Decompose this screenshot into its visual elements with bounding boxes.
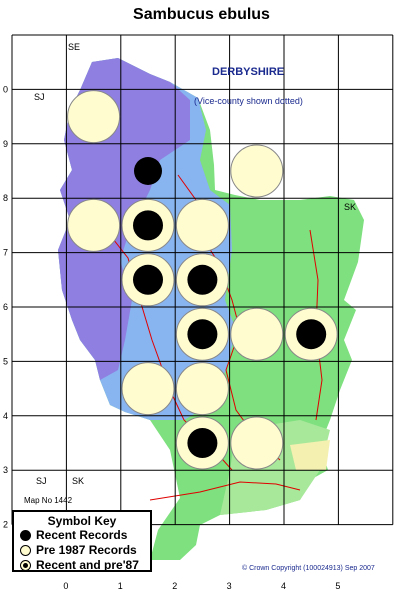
record-dot-pre1987 xyxy=(175,362,229,416)
x-tick-label: 1 xyxy=(118,581,123,591)
axis-labels: 0 1 2 3 4 5 0 9 8 7 6 5 4 3 2 xyxy=(3,84,340,591)
recent-dot xyxy=(133,264,163,295)
key-label-recent: Recent Records xyxy=(36,528,128,542)
grid-label-se: SE xyxy=(68,42,81,52)
key-row-both: Recent and pre'87 xyxy=(14,558,150,573)
recent-dot xyxy=(134,157,162,185)
key-label-both: Recent and pre'87 xyxy=(36,558,139,572)
y-tick-label: 9 xyxy=(3,139,8,149)
grid-label-sk-bottom: SK xyxy=(72,476,85,486)
county-name: DERBYSHIRE xyxy=(212,66,285,78)
record-dot-pre1987 xyxy=(230,144,284,198)
record-dot-pre1987 xyxy=(230,416,284,470)
y-tick-label: 4 xyxy=(3,411,8,421)
y-tick-label: 2 xyxy=(3,520,8,530)
map-title: Sambucus ebulus xyxy=(133,6,270,23)
record-dot-pre1987 xyxy=(67,198,121,252)
key-row-pre1987: Pre 1987 Records xyxy=(14,543,150,558)
x-tick-label: 4 xyxy=(281,581,286,591)
record-dot-both xyxy=(175,253,229,307)
record-dot-pre1987 xyxy=(175,198,229,252)
x-tick-label: 5 xyxy=(335,581,340,591)
pre1987-disc xyxy=(67,90,121,144)
pre1987-disc xyxy=(230,416,284,470)
pre1987-disc xyxy=(175,198,229,252)
y-tick-label: 3 xyxy=(3,465,8,475)
pre1987-dot-icon xyxy=(20,545,31,556)
record-dot-pre1987 xyxy=(67,90,121,144)
record-dot-recent xyxy=(134,157,162,185)
record-dot-pre1987 xyxy=(121,362,175,416)
county-note: (Vice-county shown dotted) xyxy=(194,96,303,106)
recent-dot xyxy=(187,264,218,295)
pre1987-disc xyxy=(230,307,284,361)
grid-label-sk-right: SK xyxy=(344,202,357,212)
record-dot-both xyxy=(175,307,229,361)
record-dot-both xyxy=(175,416,229,470)
symbol-key: Symbol Key Recent Records Pre 1987 Recor… xyxy=(12,510,152,572)
key-title: Symbol Key xyxy=(47,514,117,528)
grid-label-sj-top: SJ xyxy=(34,92,45,102)
record-dots xyxy=(67,90,338,470)
recent-dot xyxy=(296,319,327,350)
pre1987-disc xyxy=(121,362,175,416)
record-dot-pre1987 xyxy=(230,307,284,361)
x-tick-label: 2 xyxy=(172,581,177,591)
key-row-recent: Recent Records xyxy=(14,528,150,543)
key-label-pre1987: Pre 1987 Records xyxy=(36,543,137,557)
map-number: Map No 1442 xyxy=(24,496,73,505)
county-pale-patch xyxy=(290,440,330,470)
x-tick-label: 3 xyxy=(227,581,232,591)
record-dot-both xyxy=(121,253,175,307)
both-dot-icon xyxy=(20,560,31,571)
pre1987-disc xyxy=(230,144,284,198)
recent-dot-icon xyxy=(20,530,31,541)
recent-dot xyxy=(133,210,163,241)
y-tick-label: 8 xyxy=(3,193,8,203)
grid-label-sj-bottom: SJ xyxy=(36,476,47,486)
x-tick-label: 0 xyxy=(63,581,68,591)
pre1987-disc xyxy=(175,362,229,416)
record-dot-both xyxy=(284,307,338,361)
record-dot-both xyxy=(121,198,175,252)
y-tick-label: 0 xyxy=(3,84,8,94)
pre1987-disc xyxy=(67,198,121,252)
recent-dot xyxy=(187,428,218,458)
y-tick-label: 5 xyxy=(3,356,8,366)
y-tick-label: 6 xyxy=(3,302,8,312)
recent-dot xyxy=(187,319,218,350)
y-tick-label: 7 xyxy=(3,248,8,258)
copyright-notice: © Crown Copyright (100024913) Sep 2007 xyxy=(242,565,375,572)
